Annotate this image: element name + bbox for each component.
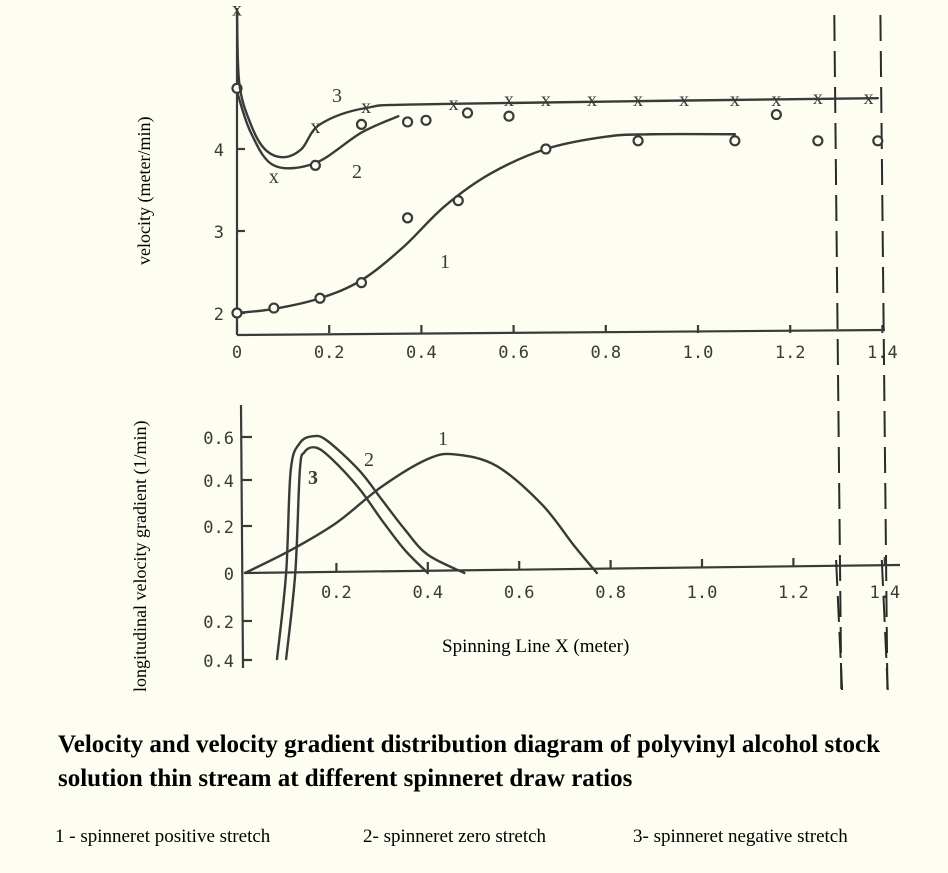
bottom-y-tick-label: 0.4	[203, 472, 234, 492]
bottom-x-tick-label: 1.4	[869, 583, 900, 603]
top-x-tick-label: 0.2	[314, 343, 345, 363]
top-point-x: x	[310, 116, 320, 138]
top-point-o	[355, 118, 368, 131]
top-point-x: x	[679, 89, 689, 111]
top-point-o	[503, 110, 515, 122]
top-point-x: x	[813, 87, 823, 109]
top-dashed-line	[833, 14, 843, 691]
top-x-tick-label: 0.4	[406, 343, 437, 363]
top-y-tick-label: 3	[214, 223, 224, 243]
top-point-o	[729, 135, 741, 147]
legend-item-1: 1 - spinneret positive stretch	[55, 826, 271, 847]
top-point-x: x	[587, 89, 597, 111]
bottom-y-tick-label: 0.2	[203, 518, 234, 538]
top-point-o	[812, 135, 824, 147]
bottom-x-axis-label: Spinning Line X (meter)	[442, 636, 630, 657]
bottom-dashed-line	[835, 559, 844, 691]
top-x-tick-label: 0.8	[590, 343, 621, 363]
top-point-o	[314, 292, 326, 304]
bottom-x-tick-label: 0.2	[321, 583, 352, 603]
top-point-o	[461, 107, 474, 119]
top-point-x: x	[730, 89, 740, 111]
bottom-x-tick-label: 0.6	[504, 583, 535, 603]
top-point-o	[872, 135, 884, 147]
bottom-y-tick-label: 0.6	[203, 429, 234, 449]
top-point-o	[452, 195, 464, 207]
top-point-o	[231, 307, 243, 319]
bottom-dashed-line	[880, 559, 889, 691]
bottom-x-tick-label: 0.4	[412, 583, 443, 603]
top-x-tick-label: 1.2	[775, 343, 806, 363]
top-point-x: x	[361, 96, 371, 118]
bottom-y-axis	[239, 404, 245, 669]
top-curve-label-1: 1	[440, 251, 450, 273]
top-y-tick-label: 2	[214, 305, 224, 325]
top-x-axis	[236, 328, 886, 337]
bottom-curve-label-1: 1	[438, 428, 448, 450]
top-point-x: x	[771, 89, 781, 111]
top-curve-3	[235, 8, 879, 159]
bottom-curve-label-3: 3	[308, 467, 318, 489]
top-x-tick-label: 0.6	[498, 343, 529, 363]
top-point-o	[540, 143, 552, 155]
bottom-x-axis	[244, 563, 901, 575]
top-point-o	[268, 302, 280, 314]
top-dashed-line	[879, 14, 889, 691]
top-y-axis-label: velocity (meter/min)	[134, 117, 155, 265]
bottom-x-tick-label: 1.2	[778, 583, 809, 603]
bottom-curve-1	[243, 452, 599, 575]
top-point-x: x	[864, 87, 874, 109]
bottom-y-tick-label: 0.4	[203, 652, 234, 672]
bottom-curve-label-2: 2	[364, 449, 374, 471]
bottom-y-tick-label: 0.2	[203, 613, 234, 633]
top-x-tick-label: 1.0	[683, 343, 714, 363]
top-point-x: x	[504, 89, 514, 111]
bottom-y-tick-label: 0	[224, 565, 234, 585]
top-point-o	[420, 114, 432, 126]
figure-caption: Velocity and velocity gradient distribut…	[58, 731, 881, 792]
top-curve-label-3: 3	[332, 85, 342, 107]
top-point-o	[309, 159, 321, 171]
top-x-tick-label: 0	[232, 343, 242, 363]
top-point-x: x	[449, 93, 459, 115]
top-curve-label-2: 2	[352, 161, 362, 183]
top-point-x: x	[269, 166, 279, 188]
bottom-x-tick-label: 0.8	[595, 583, 626, 603]
bottom-curve-3	[284, 446, 429, 661]
top-point-o	[401, 116, 414, 128]
top-point-o	[401, 212, 414, 224]
top-curve-1	[235, 132, 737, 315]
top-point-o	[632, 135, 644, 147]
top-y-tick-label: 4	[214, 141, 224, 161]
legend-item-2: 2- spinneret zero stretch	[363, 826, 547, 847]
top-point-x: x	[633, 89, 643, 111]
top-point-x: x	[232, 0, 242, 21]
bottom-curve-2	[275, 434, 466, 661]
top-point-o	[355, 277, 368, 289]
legend-item-3: 3- spinneret negative stretch	[633, 826, 848, 847]
top-point-x: x	[541, 89, 551, 111]
top-curve-2	[235, 90, 400, 170]
bottom-x-tick-label: 1.0	[687, 583, 718, 603]
bottom-y-axis-label: longitudinal velocity gradient (1/min)	[130, 421, 151, 692]
top-x-tick-label: 1.4	[867, 343, 898, 363]
top-point-o	[770, 108, 782, 121]
